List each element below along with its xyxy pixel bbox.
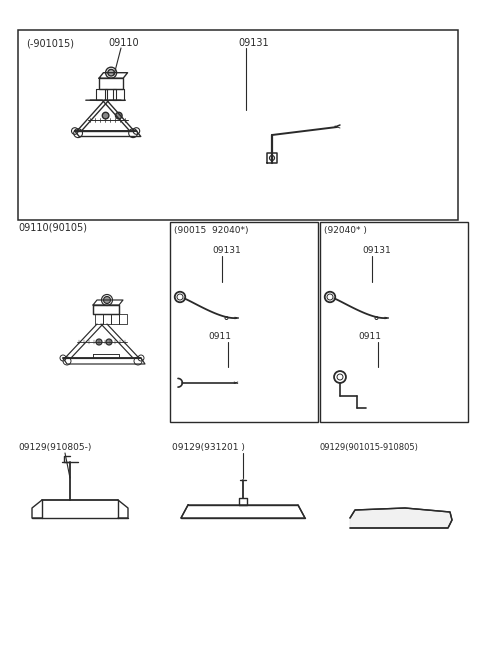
Text: 09131: 09131 <box>362 246 391 255</box>
Text: 0911: 0911 <box>358 332 381 341</box>
Text: (92040* ): (92040* ) <box>324 226 367 235</box>
Bar <box>170 222 318 422</box>
Text: 0911: 0911 <box>208 332 231 341</box>
Text: 09110(90105): 09110(90105) <box>18 222 87 232</box>
Bar <box>320 222 468 422</box>
Circle shape <box>104 296 110 304</box>
Text: (90015  92040*): (90015 92040*) <box>174 226 249 235</box>
Text: 09110: 09110 <box>108 38 139 48</box>
Circle shape <box>108 70 114 76</box>
Circle shape <box>102 112 109 119</box>
Bar <box>18 30 458 220</box>
Circle shape <box>106 339 112 345</box>
Text: 09131: 09131 <box>238 38 269 48</box>
Text: 09129(901015-910805): 09129(901015-910805) <box>320 443 419 452</box>
Text: 09129(931201 ): 09129(931201 ) <box>172 443 245 452</box>
Polygon shape <box>350 508 452 528</box>
Circle shape <box>116 112 122 119</box>
Text: 09131: 09131 <box>212 246 241 255</box>
Text: (-901015): (-901015) <box>26 38 74 48</box>
Text: 09129(910805-): 09129(910805-) <box>18 443 91 452</box>
Circle shape <box>96 339 102 345</box>
